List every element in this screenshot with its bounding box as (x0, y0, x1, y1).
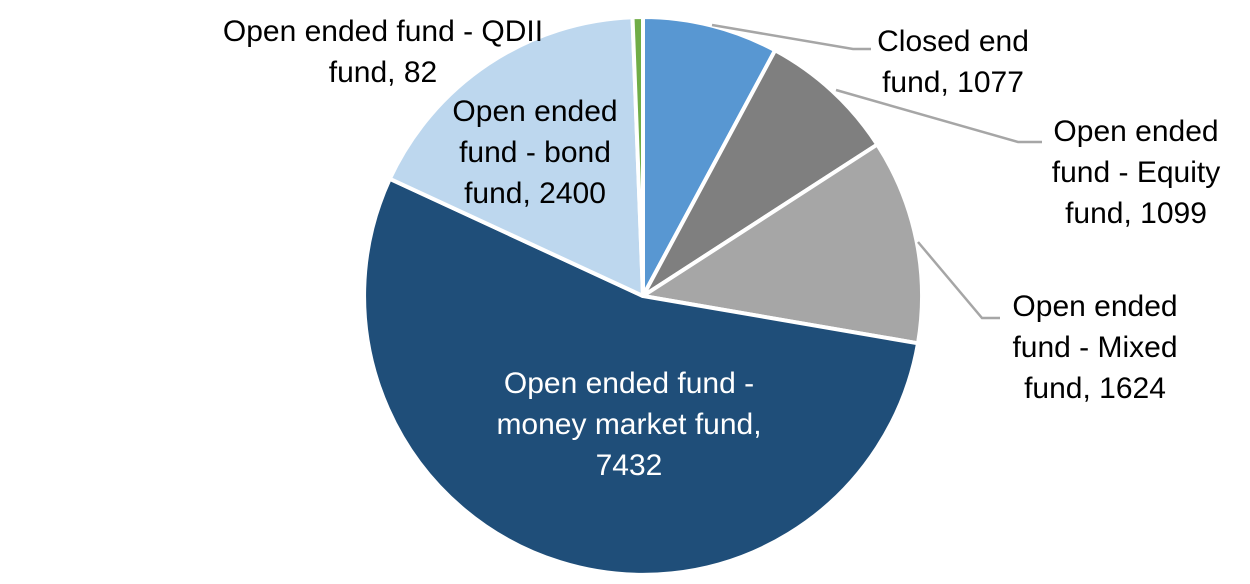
label-closed-end-fund: Closed end fund, 1077 (877, 25, 1029, 99)
leader-lines (711, 23, 1042, 320)
leader-line-closed-end-fund (711, 23, 871, 51)
label-equity-fund: Open ended fund - Equity fund, 1099 (1051, 115, 1221, 230)
leader-line-mixed-fund (917, 241, 1000, 320)
pie-slice-open-ended-bond-fund (387, 15, 645, 298)
leader-line-equity-fund (835, 88, 1042, 144)
pie-slices (362, 15, 924, 577)
pie-slice-open-ended-mixed-fund (641, 142, 924, 346)
label-bond-fund: Open ended fund - bond fund, 2400 (452, 95, 618, 210)
pie-slice-open-ended-equity-fund (641, 48, 880, 298)
label-money-market-fund: Open ended fund - money market fund, 743… (496, 367, 762, 482)
label-qdii-fund: Open ended fund - QDII fund, 82 (222, 15, 544, 89)
pie-slice-open-ended-qdii-fund (630, 15, 645, 298)
pie-slice-open-ended-money-market-fund (362, 176, 920, 577)
pie-slice-closed-end-fund (641, 15, 778, 298)
label-mixed-fund: Open ended fund - Mixed fund, 1624 (1012, 290, 1178, 405)
